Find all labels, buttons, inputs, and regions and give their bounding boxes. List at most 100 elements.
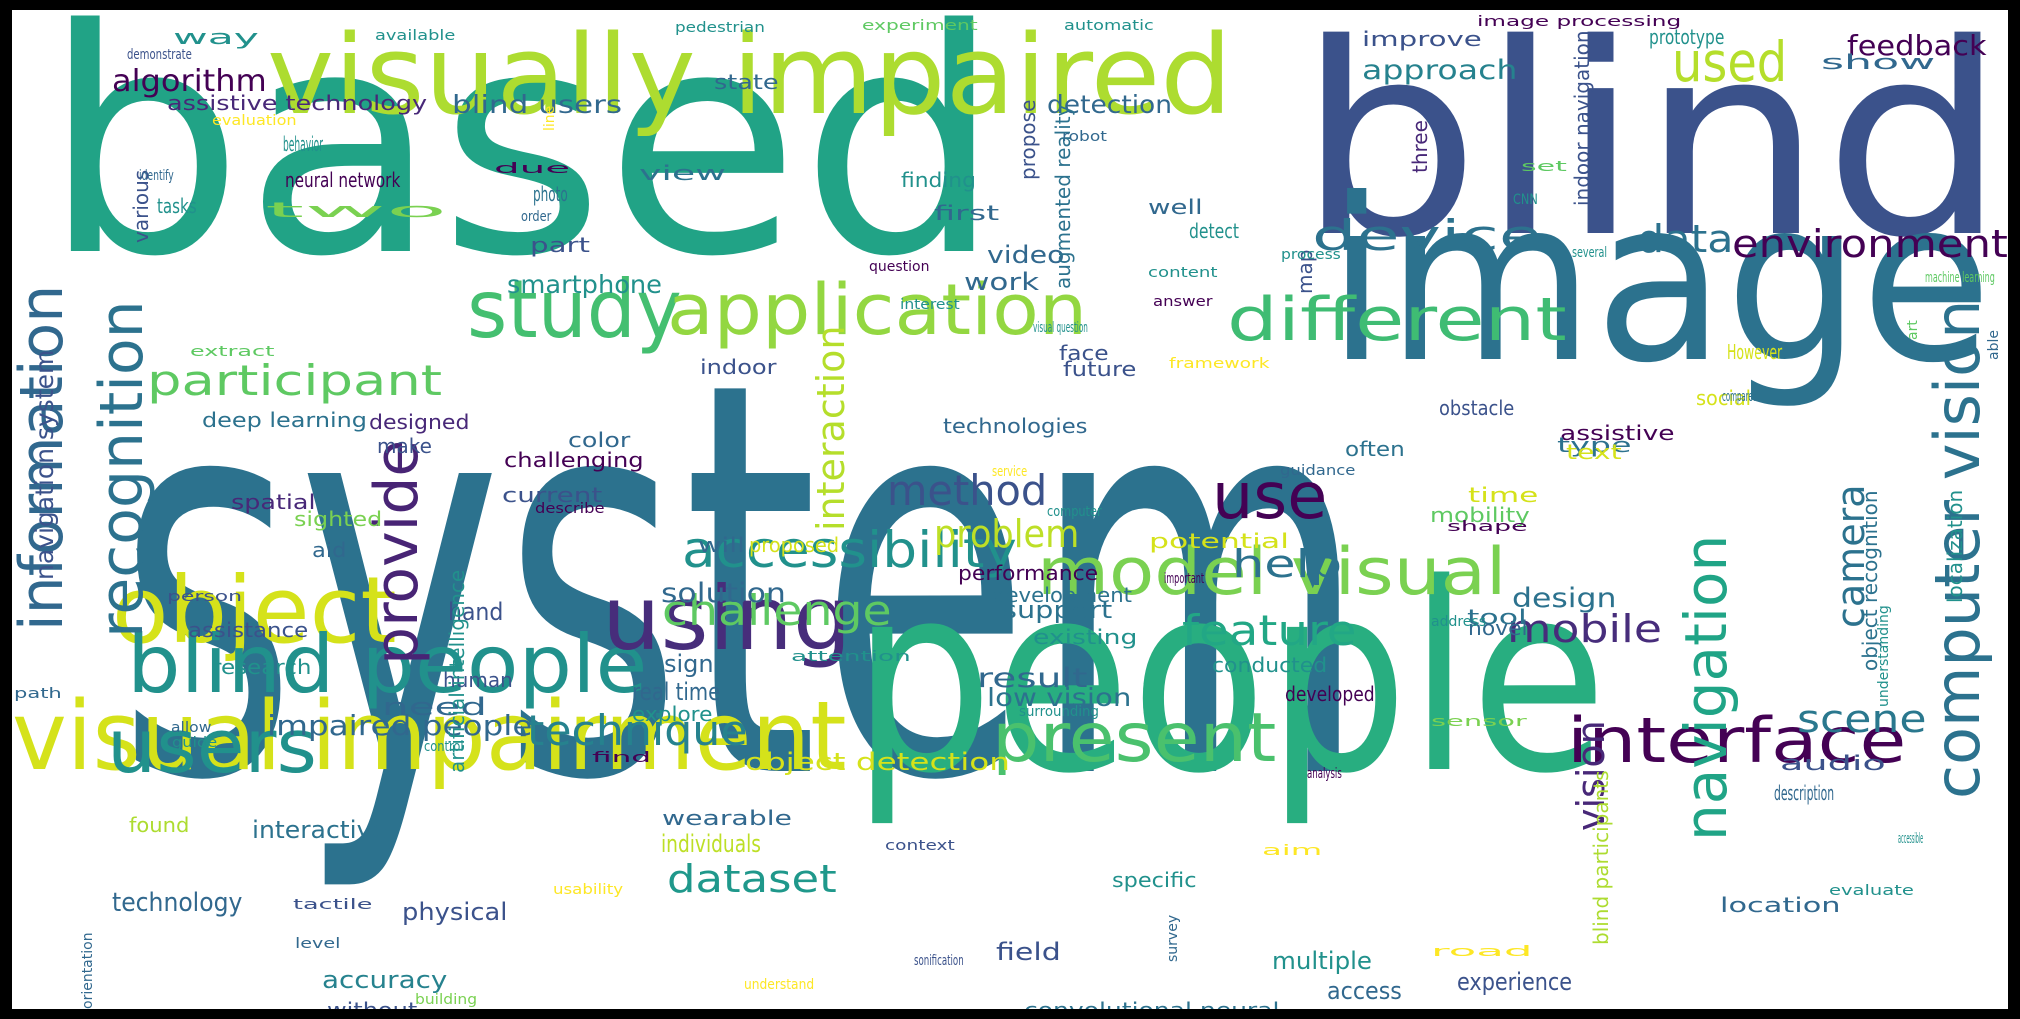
word-multiple: multiple bbox=[1272, 947, 1372, 975]
word-conducted: conducted bbox=[1212, 653, 1328, 677]
word-prototype: prototype bbox=[1649, 25, 1725, 49]
word-smartphone: smartphone bbox=[507, 270, 662, 299]
word-challenging: challenging bbox=[504, 448, 644, 472]
word-feature: feature bbox=[1182, 606, 1357, 655]
word-survey: survey bbox=[1165, 914, 1181, 962]
word-assistive-technology: assistive technology bbox=[167, 91, 428, 115]
word-convolutional-neural: convolutional neural bbox=[1024, 1000, 1279, 1009]
word-field: field bbox=[996, 938, 1061, 966]
word-solution: solution bbox=[661, 578, 786, 609]
word-result: result bbox=[977, 663, 1088, 694]
word-design: design bbox=[1512, 583, 1617, 614]
word-video: video bbox=[987, 241, 1065, 269]
word-finding: finding bbox=[901, 168, 976, 192]
word-line: line bbox=[542, 105, 558, 131]
word-view: view bbox=[639, 161, 727, 185]
word-identify: identify bbox=[139, 168, 174, 184]
word-able: able bbox=[1986, 330, 2002, 360]
word-algorithm: algorithm bbox=[112, 64, 267, 99]
word-application: application bbox=[667, 269, 1088, 351]
word-guide: guide bbox=[172, 735, 218, 751]
word-research: research bbox=[212, 655, 312, 679]
word-interactive: interactive bbox=[252, 816, 387, 844]
word-cloud: system based blind people image visually impa… bbox=[12, 10, 2008, 1009]
word-object: object bbox=[112, 557, 397, 664]
word-environment: environment bbox=[1732, 222, 2008, 266]
word-orientation: orientation bbox=[80, 932, 96, 1009]
word-participant: participant bbox=[147, 356, 443, 405]
word-need: need bbox=[382, 693, 487, 721]
word-method: method bbox=[887, 466, 1048, 515]
word-navigation: navigation bbox=[1672, 534, 1740, 841]
word-physical: physical bbox=[402, 898, 508, 926]
word-level: level bbox=[295, 936, 341, 952]
word-using: using bbox=[602, 567, 852, 670]
word-designed: designed bbox=[369, 410, 470, 434]
word-human: human bbox=[443, 668, 513, 692]
word-photo: photo bbox=[533, 182, 568, 206]
word-low-vision: low vision bbox=[987, 683, 1132, 712]
word-cnn: CNN bbox=[1513, 192, 1538, 208]
word-development: development bbox=[992, 583, 1132, 607]
word-guidance: guidance bbox=[1280, 463, 1356, 479]
word-accuracy: accuracy bbox=[322, 966, 448, 994]
word-behavior: behavior bbox=[283, 132, 323, 156]
word-aim: aim bbox=[1262, 843, 1323, 859]
word-existing: existing bbox=[1033, 625, 1138, 649]
word-blind-participants: blind participants bbox=[1589, 770, 1613, 945]
word-real-time: real time bbox=[632, 678, 721, 706]
word-access: access bbox=[1327, 977, 1402, 1005]
word-however: However bbox=[1727, 340, 1783, 364]
word-experiment: experiment bbox=[862, 18, 978, 34]
word-shape: shape bbox=[1447, 519, 1528, 535]
word-automatic: automatic bbox=[1064, 18, 1154, 34]
word-three: three bbox=[1408, 120, 1432, 173]
word-aid: aid bbox=[312, 538, 347, 562]
word-content: content bbox=[1148, 265, 1218, 281]
word-dataset: dataset bbox=[667, 857, 837, 901]
word-compared: compared bbox=[1722, 389, 1758, 405]
word-without: without bbox=[327, 1000, 417, 1009]
word-blind: blind bbox=[1297, 10, 2007, 296]
word-users: users bbox=[107, 704, 317, 790]
word-process: process bbox=[1281, 247, 1341, 263]
word-work: work bbox=[964, 268, 1040, 296]
word-current: current bbox=[502, 483, 603, 507]
word-potential: potential bbox=[1149, 529, 1289, 553]
word-detect: detect bbox=[1189, 219, 1239, 243]
word-show: show bbox=[1821, 50, 1936, 74]
word-attention: attention bbox=[791, 649, 911, 665]
word-available: available bbox=[375, 28, 456, 44]
word-individuals: individuals bbox=[661, 830, 761, 858]
word-framework: framework bbox=[1169, 356, 1270, 372]
word-machine-learning: machine learning bbox=[1925, 270, 1995, 286]
word-set: set bbox=[1521, 159, 1567, 175]
word-pedestrian: pedestrian bbox=[675, 20, 765, 36]
word-experience: experience bbox=[1457, 968, 1573, 996]
word-data: data bbox=[1637, 217, 1734, 261]
word-type: type bbox=[1557, 433, 1632, 457]
word-proposed: proposed bbox=[749, 533, 840, 557]
word-indoor-navigation: indoor navigation bbox=[1570, 30, 1594, 206]
word-people: people bbox=[852, 529, 1608, 831]
word-object-detection: object detection bbox=[745, 748, 1010, 776]
word-first: first bbox=[934, 201, 1000, 225]
word-localization: localization bbox=[1943, 489, 1967, 603]
word-well: well bbox=[1148, 195, 1203, 219]
word-building: building bbox=[415, 992, 478, 1008]
word-art: art bbox=[1905, 320, 1921, 340]
word-used: used bbox=[1672, 30, 1788, 94]
word-navigation-system: navigation system bbox=[30, 349, 59, 580]
word-interface: interface bbox=[1567, 704, 1907, 777]
word-evaluation: evaluation bbox=[212, 113, 297, 129]
word-visual-impairment: visual impairment bbox=[12, 682, 847, 792]
word-analysis: analysis bbox=[1307, 766, 1342, 782]
word-tactile: tactile bbox=[293, 897, 373, 913]
word-different: different bbox=[1227, 285, 1567, 355]
word-mobility: mobility bbox=[1430, 503, 1530, 527]
word-sighted: sighted bbox=[294, 507, 383, 531]
word-approach: approach bbox=[1362, 55, 1518, 86]
word-way: way bbox=[173, 25, 259, 49]
word-extract: extract bbox=[190, 344, 275, 360]
word-tool: tool bbox=[1467, 605, 1527, 629]
